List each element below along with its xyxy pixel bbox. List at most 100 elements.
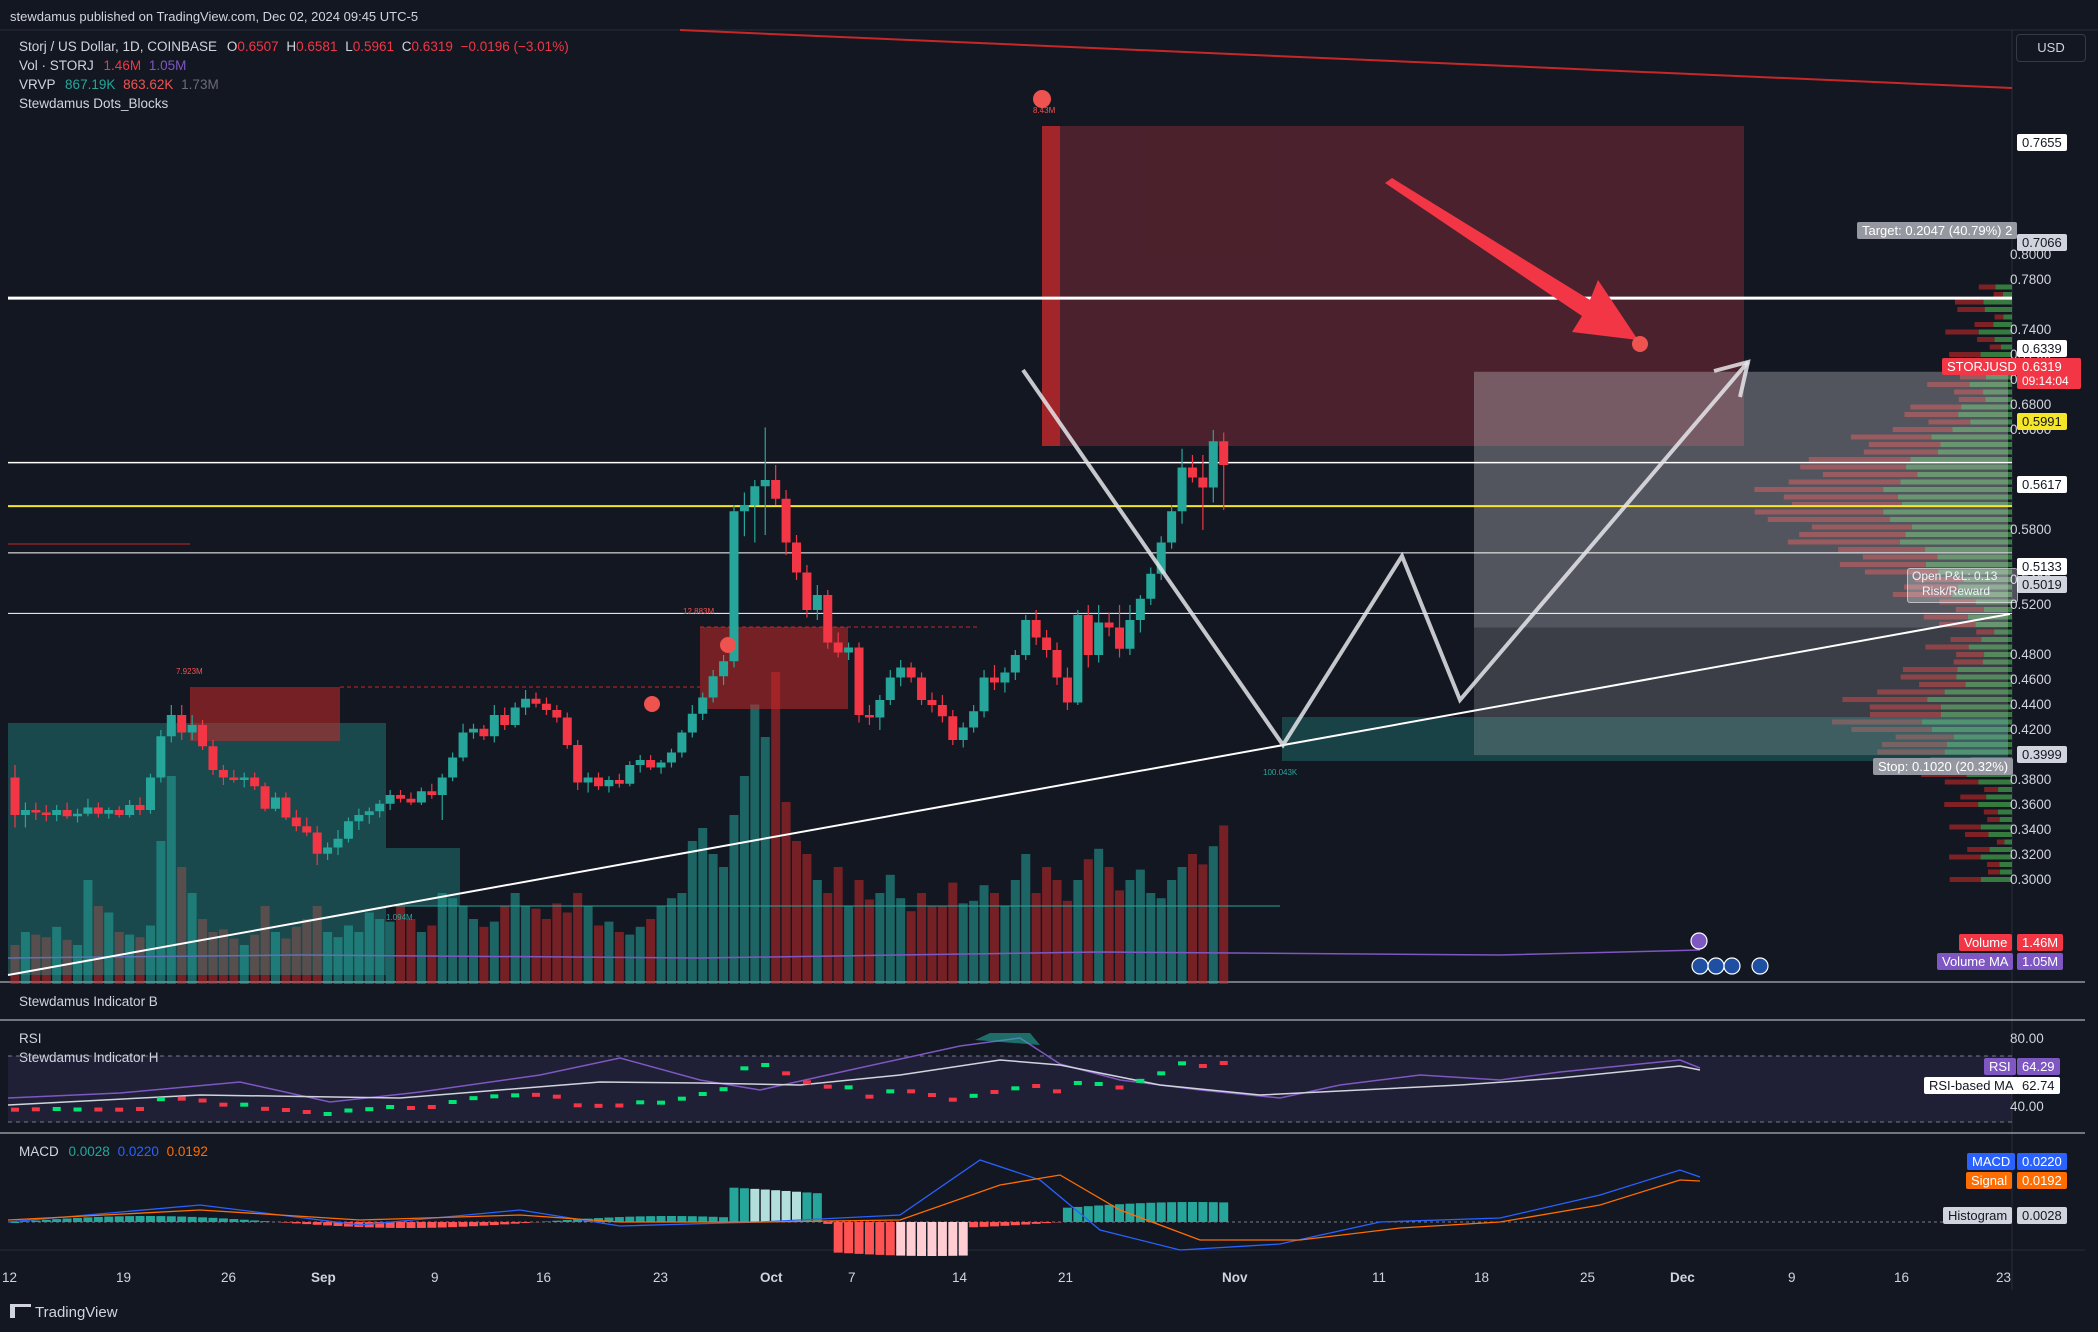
close-label: C	[401, 39, 412, 54]
candle	[802, 565, 812, 618]
volume-bar	[437, 893, 447, 984]
rsi-dot	[219, 1102, 228, 1107]
macd-histogram-bar	[1156, 1202, 1166, 1222]
rsi-dot	[1094, 1082, 1103, 1086]
volume-bar	[312, 906, 322, 984]
candle	[31, 802, 41, 820]
candle-body	[1052, 650, 1062, 678]
volume-bar	[708, 854, 718, 984]
candle	[437, 773, 447, 820]
volume-profile-up-bar	[1940, 442, 2012, 447]
macd-histogram-bar	[979, 1222, 989, 1227]
rsi-dot	[73, 1107, 82, 1112]
volume-bar	[594, 925, 604, 984]
volume-profile-up-bar	[1997, 809, 2012, 815]
open-label: O	[226, 39, 238, 54]
volume-profile-down-bar	[1978, 284, 1996, 290]
volume-bar	[625, 934, 635, 984]
candle	[333, 830, 343, 855]
macd-histogram-bar	[62, 1218, 72, 1222]
candle	[198, 720, 208, 750]
volume-bar	[802, 854, 812, 984]
volume-bar	[792, 841, 801, 984]
volume-profile-down-bar	[1877, 689, 1945, 695]
volume-bar	[31, 934, 41, 984]
last-price: 0.6319	[2022, 359, 2062, 374]
rsi-ma-tag-label: RSI-based MA	[1924, 1077, 2019, 1094]
candle-body	[1219, 441, 1229, 465]
price-axis-label: 0.3800	[2010, 772, 2052, 787]
rsi-dot	[615, 1103, 624, 1108]
macd-histogram-bar	[1219, 1202, 1229, 1222]
candle	[687, 705, 697, 738]
macd-histogram-bar	[416, 1222, 426, 1228]
rr-text: Risk/Reward	[1922, 584, 1991, 598]
macd-histogram-bar	[333, 1222, 343, 1227]
rsi-dot	[448, 1100, 457, 1104]
vrvp-up: 867.19K	[65, 77, 116, 92]
volume-bar	[177, 867, 187, 984]
macd-histogram-bar	[1062, 1207, 1072, 1222]
macd-histogram-bar	[1177, 1202, 1187, 1222]
candle	[271, 792, 280, 812]
volume-profile-down-bar	[1900, 674, 1957, 680]
volume-profile-down-bar	[1882, 742, 1948, 747]
currency-button[interactable]: USD	[2016, 34, 2086, 62]
zones-layer	[8, 126, 2012, 975]
time-axis-label: Oct	[760, 1270, 783, 1285]
candle-body	[104, 810, 114, 814]
macd-histogram-bar	[875, 1222, 885, 1255]
macd-histogram-bar	[20, 1221, 30, 1222]
tradingview-logo-icon	[10, 1304, 31, 1318]
signal-dot	[1632, 336, 1648, 352]
macd-histogram-bar	[1135, 1203, 1145, 1222]
candle	[1010, 650, 1020, 680]
volume-profile-down-bar	[1822, 472, 1918, 477]
rsi-dot	[1115, 1085, 1124, 1090]
candle-body	[1104, 622, 1114, 628]
rsi-dot	[865, 1094, 874, 1099]
volume-profile-down-bar	[1949, 352, 1981, 357]
volume-profile-up-bar	[1958, 412, 2012, 417]
volume-profile-down-bar	[1800, 464, 1907, 470]
candle	[281, 792, 291, 820]
rsi-dot	[11, 1107, 19, 1112]
rsi-dot	[1073, 1081, 1082, 1085]
tag-3999: 0.3999	[2017, 746, 2067, 763]
rsi-dot	[844, 1085, 853, 1090]
macd-histogram-bar	[218, 1218, 228, 1222]
candle-body	[208, 746, 218, 770]
tag-5991: 0.5991	[2017, 413, 2067, 430]
macd-histogram-bar	[781, 1190, 791, 1222]
candle-body	[260, 786, 270, 809]
target-label: Target: 0.2047 (40.79%) 2	[1857, 222, 2018, 239]
candle-body	[396, 795, 406, 799]
candle	[396, 790, 406, 803]
volume-profile-up-bar	[1957, 667, 2012, 672]
candle	[771, 465, 781, 505]
candle	[1062, 667, 1072, 710]
macd-histogram-bar	[479, 1222, 489, 1226]
volume-profile-up-bar	[1978, 779, 2012, 785]
volume-profile-down-bar	[1949, 824, 1981, 830]
macd-histogram-bar	[521, 1222, 531, 1223]
candle	[594, 772, 604, 790]
candle-body	[323, 847, 333, 854]
macd-histogram-bar	[1000, 1222, 1010, 1226]
candle-body	[364, 811, 374, 815]
macd-histogram-bar	[917, 1222, 927, 1256]
candle	[1198, 455, 1208, 530]
candle-body	[458, 732, 468, 758]
candle	[156, 730, 166, 783]
vrvp-total: 1.73M	[181, 77, 219, 92]
time-axis-label: 11	[1372, 1270, 1387, 1285]
candle-body	[52, 810, 62, 815]
vol-label: Vol · STORJ	[19, 58, 94, 73]
candle	[323, 842, 333, 860]
candle-body	[510, 707, 520, 725]
symbol-tag: STORJUSD	[1942, 358, 2022, 375]
time-axis-label: 19	[116, 1270, 132, 1285]
candle	[125, 800, 135, 818]
volume-bar	[52, 926, 62, 984]
